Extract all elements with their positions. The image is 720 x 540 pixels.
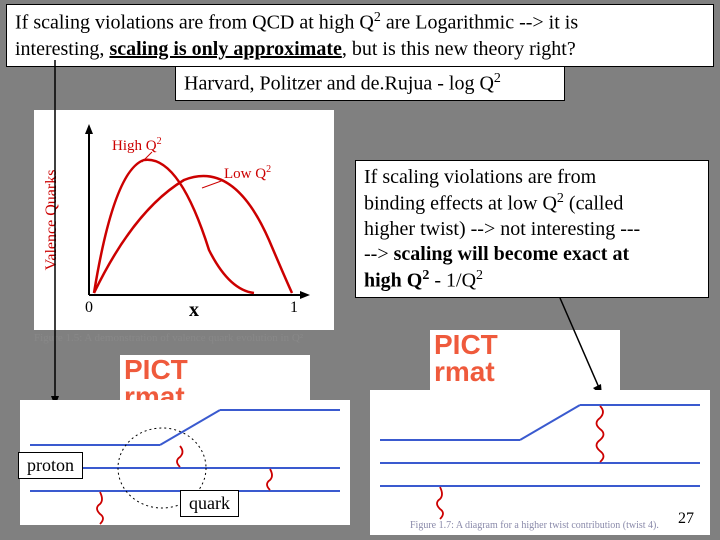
feynman-right-svg: Figure 1.7: A diagram for a higher twist… [370,390,710,535]
r-l4b: scaling will become exact at [394,243,630,265]
chart-svg: Valence Quarks 0 x 1 High Q2 Low Q2 [34,110,334,330]
harvard-sup: 2 [494,71,501,86]
r-l2b: (called [564,193,623,215]
r-l5sup2: 2 [476,268,483,283]
gluon-3 [267,469,272,490]
right-statement-box: If scaling violations are from binding e… [355,160,709,298]
harvard-text: Harvard, Politzer and de.Rujua - log Q [184,73,494,95]
top-line2-b: , but is this new theory right? [342,38,576,60]
top-statement-box: If scaling violations are from QCD at hi… [6,4,714,67]
gluon-1 [97,492,103,524]
quark-label: quark [180,490,239,517]
r-gluon-1 [437,487,443,519]
low-q2-label: Low Q2 [224,164,271,182]
x-axis-label: x [189,299,199,321]
gluon-2 [177,446,183,467]
top-line2-a: interesting, [15,38,109,60]
feynman-right: Figure 1.7: A diagram for a higher twist… [370,390,710,535]
r-caption: Figure 1.7: A diagram for a higher twist… [410,520,659,531]
pict-placeholder-right: PICTrmat [430,330,620,390]
r-l3: higher twist) --> not interesting --- [364,218,640,240]
r-out-1a [520,405,580,440]
chart-caption: Figure 1.5: A demonstration of valence q… [34,332,303,344]
proton-label: proton [18,452,83,479]
y-axis-label: Valence Quarks [43,170,60,271]
low-q2-curve [94,176,292,293]
quark-out-1a [160,410,220,445]
valence-quark-chart: Valence Quarks 0 x 1 High Q2 Low Q2 [34,110,334,330]
y-arrow-icon [85,124,93,134]
r-gluon-2 [597,406,604,462]
r-l2a: binding effects at low Q [364,193,557,215]
pict-r2: rmat [434,356,495,387]
r-l5a: high Q [364,269,422,291]
harvard-box: Harvard, Politzer and de.Rujua - log Q2 [175,66,565,101]
lowq2-leader [202,180,224,188]
top-line1-a: If scaling violations are from QCD at hi… [15,12,374,34]
xtick-1: 1 [290,299,298,316]
top-line2-bold: scaling is only approximate [109,38,341,60]
r-l5p: - 1/Q [429,269,476,291]
page-number: 27 [678,510,694,528]
high-q2-label: High Q2 [112,136,162,154]
x-arrow-icon [300,291,310,299]
xtick-0: 0 [85,299,93,316]
r-l2sup: 2 [557,191,564,206]
top-line1-sup: 2 [374,10,381,25]
r-l4a: --> [364,243,394,265]
top-line1-b: are Logarithmic --> it is [381,12,578,34]
r-l1: If scaling violations are from [364,166,596,188]
